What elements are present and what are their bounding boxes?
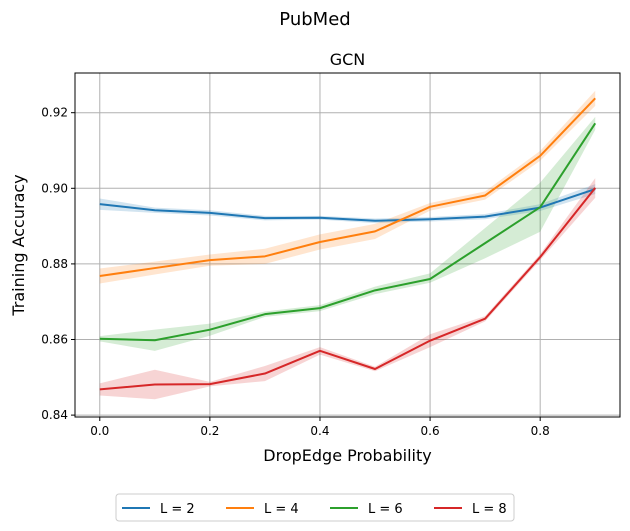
x-tick-label: 0.6 — [421, 424, 440, 438]
x-axis-ticks: 0.0 0.2 0.4 0.6 0.8 — [90, 417, 550, 438]
line-l-6 — [99, 122, 597, 342]
legend: L = 2 L = 4 L = 6 L = 8 — [115, 493, 515, 522]
plot-frame — [74, 72, 621, 418]
y-tick-label: 0.84 — [41, 408, 68, 422]
legend-items: L = 2 L = 4 L = 6 L = 8 — [122, 502, 507, 517]
line-l-2 — [99, 188, 596, 222]
y-tick-label: 0.88 — [41, 257, 68, 271]
chart-suptitle: PubMed — [279, 9, 350, 30]
x-tick-label: 0.0 — [90, 424, 109, 438]
y-axis-label: Training Accuracy — [9, 174, 28, 316]
series-lines — [99, 97, 597, 391]
y-tick-label: 0.86 — [41, 333, 68, 347]
y-tick-label: 0.92 — [41, 106, 68, 120]
y-tick-label: 0.90 — [41, 181, 68, 195]
legend-label-l-6: L = 6 — [368, 502, 403, 517]
x-tick-label: 0.2 — [200, 424, 219, 438]
grid — [75, 73, 620, 417]
x-tick-label: 0.4 — [310, 424, 329, 438]
y-axis-ticks: 0.84 0.86 0.88 0.90 0.92 — [41, 106, 75, 422]
legend-label-l-2: L = 2 — [160, 502, 195, 517]
x-axis-label: DropEdge Probability — [263, 446, 431, 465]
confidence-bands — [99, 90, 596, 400]
band-l-8 — [99, 178, 596, 400]
x-tick-label: 0.8 — [531, 424, 550, 438]
line-l-8 — [99, 187, 597, 391]
line-l-4 — [99, 97, 596, 277]
band-l-6 — [99, 116, 596, 351]
legend-frame — [115, 493, 515, 522]
legend-label-l-4: L = 4 — [264, 502, 299, 517]
band-l-4 — [99, 90, 596, 284]
chart-title: GCN — [330, 50, 366, 69]
legend-label-l-8: L = 8 — [472, 502, 507, 517]
